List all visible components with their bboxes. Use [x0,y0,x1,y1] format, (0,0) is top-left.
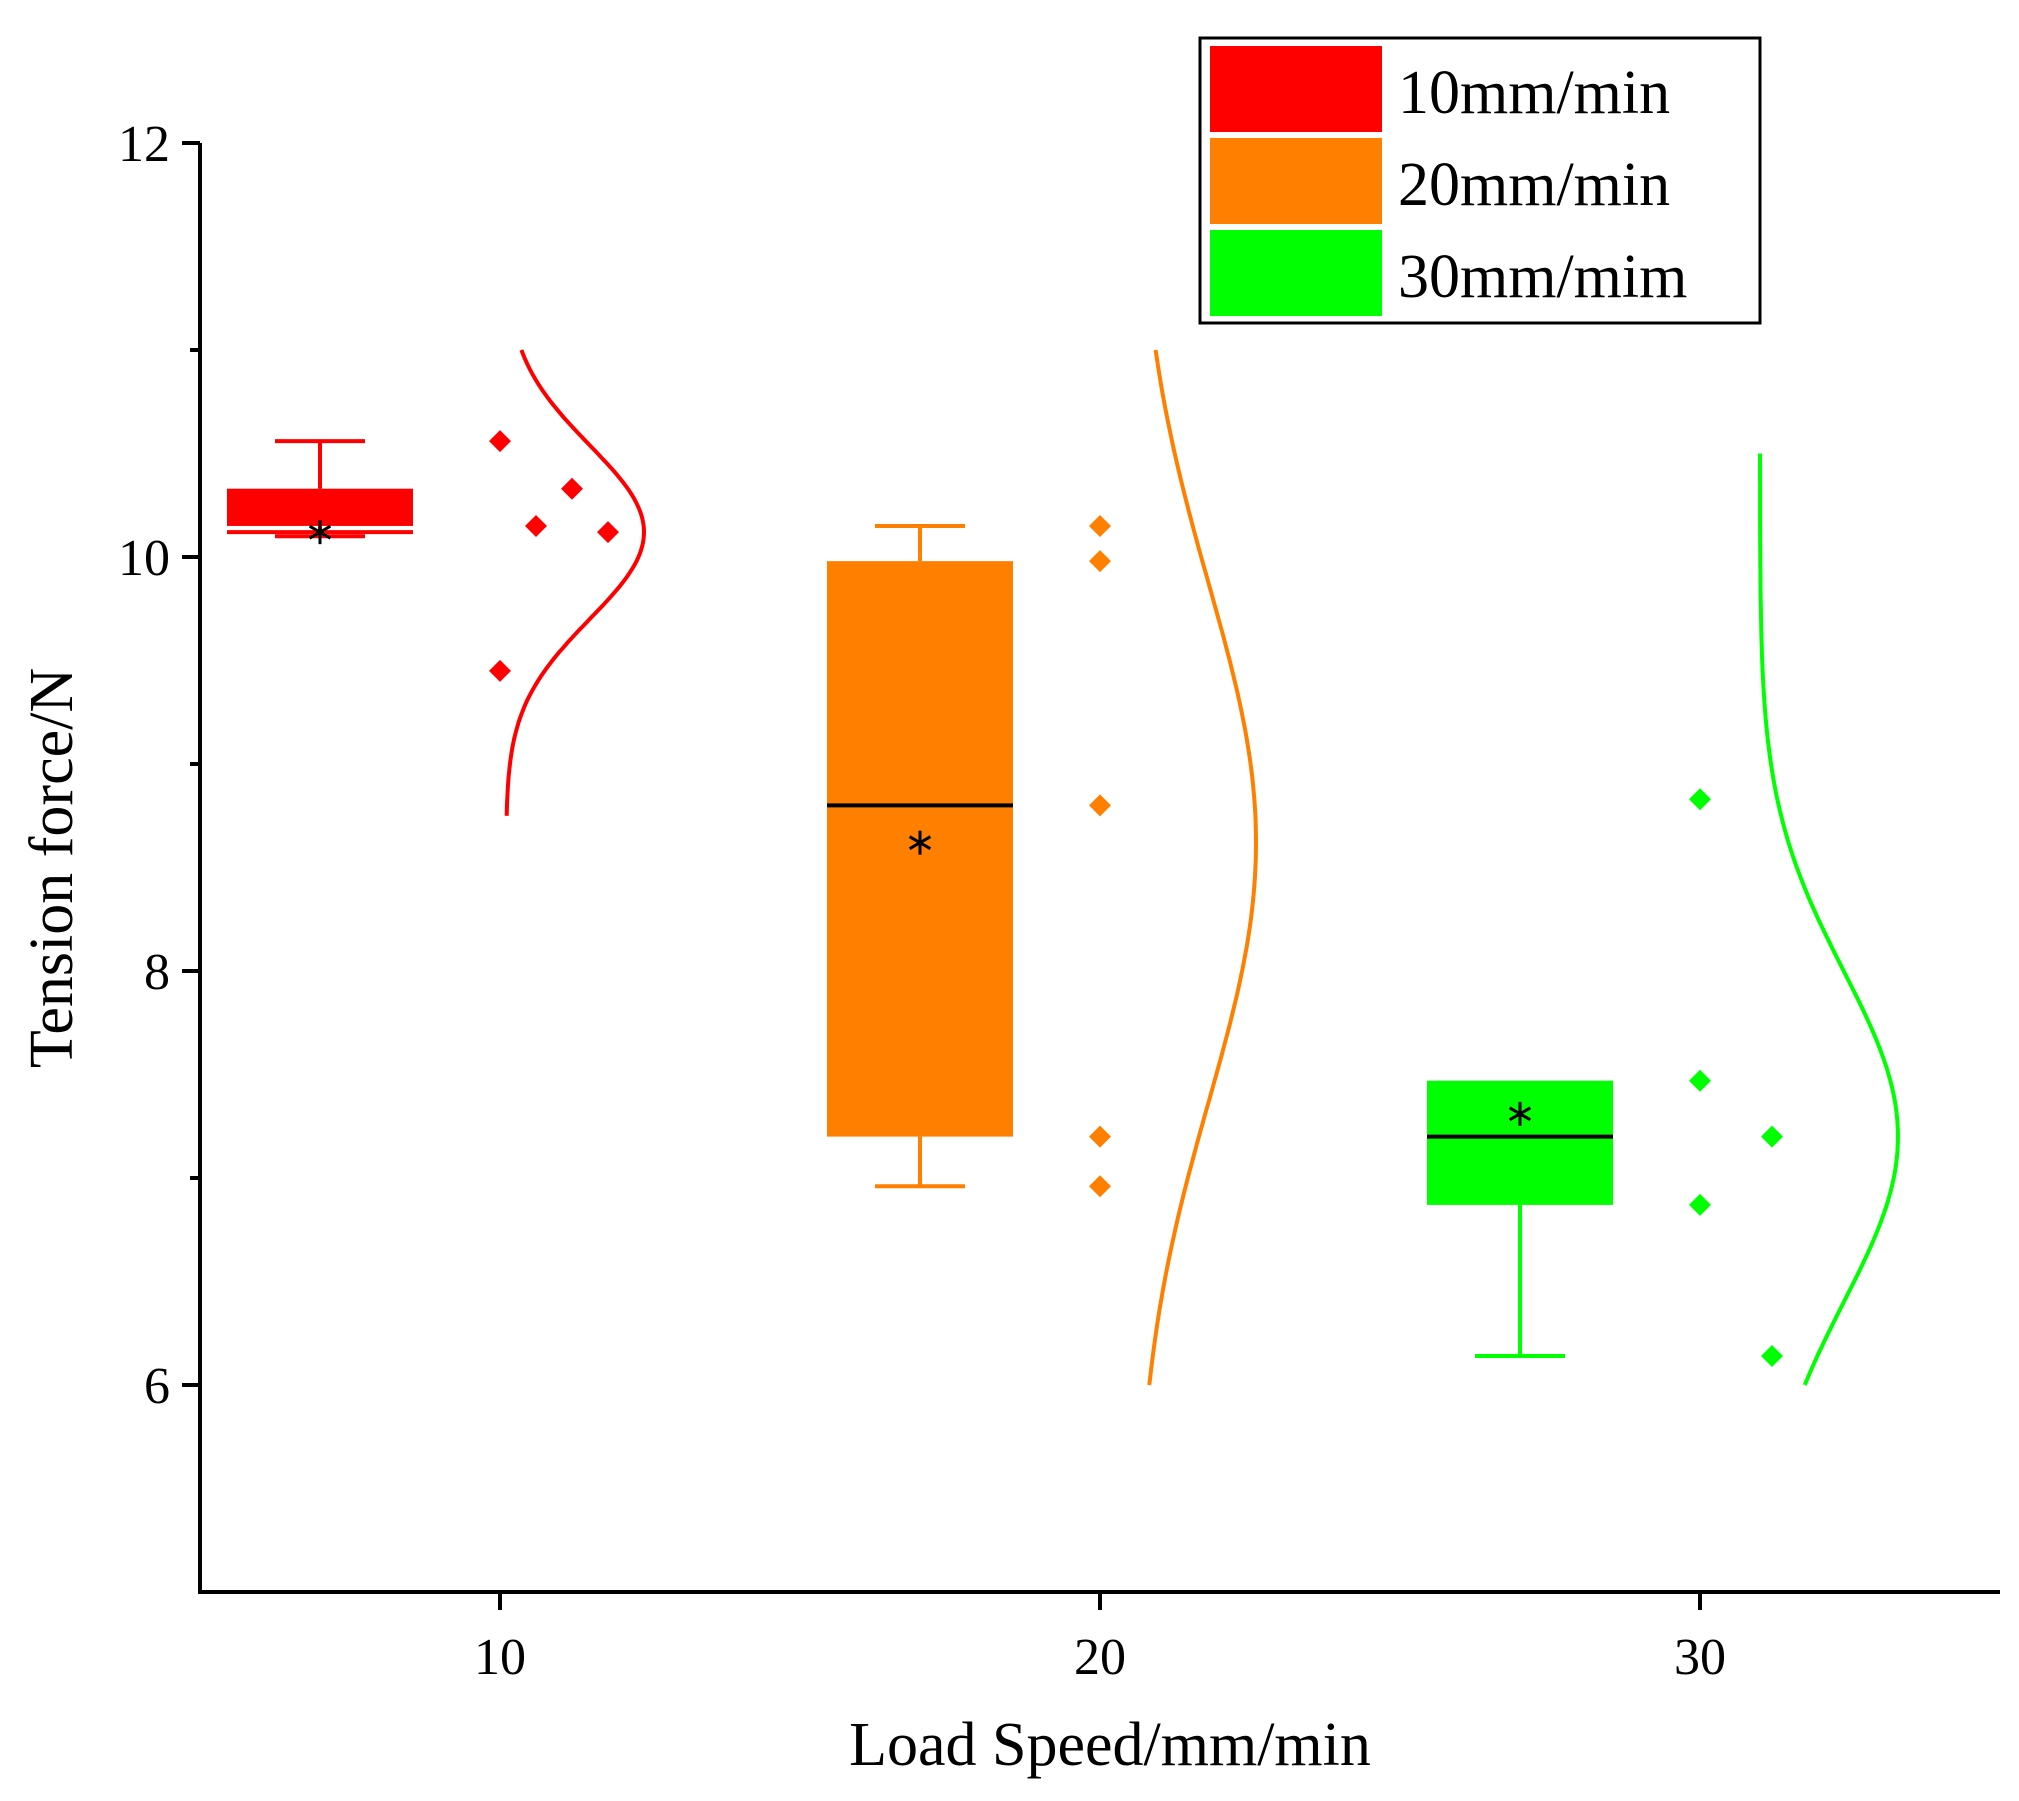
mean-marker [1508,1101,1532,1126]
data-point [1761,1125,1783,1148]
data-point [1089,1125,1111,1148]
data-point [1689,1069,1711,1092]
series-3 [1427,453,1901,1386]
mean-marker-stroke [308,524,332,540]
mean-marker [908,830,932,855]
distribution-curve [1147,349,1259,1386]
box [227,488,413,526]
y-ticks: 6 8 10 12 [118,116,200,1415]
box [1427,1080,1613,1205]
x-tick-label-30: 30 [1674,1629,1726,1686]
legend-label-30: 30mm/mim [1398,243,1687,311]
data-point [1089,1175,1111,1198]
y-tick-label-12: 12 [118,116,170,173]
series-2 [827,349,1259,1386]
x-tick-label-20: 20 [1074,1629,1126,1686]
x-ticks: 10 20 30 [474,1592,1726,1686]
legend-label-10: 10mm/min [1398,59,1670,127]
legend-swatch-30 [1210,230,1382,316]
legend-swatch-20 [1210,138,1382,224]
series-1 [227,349,647,816]
data-point [1089,794,1111,817]
data-point [561,477,583,500]
y-tick-label-10: 10 [118,530,170,587]
x-axis-label: Load Speed/mm/min [849,1711,1371,1779]
legend-swatch-10 [1210,46,1382,132]
data-point [525,514,547,537]
distribution-curve [1758,453,1901,1386]
plot-content [227,349,1901,1386]
y-axis-label: Tension force/N [18,668,86,1068]
data-point [1761,1345,1783,1368]
data-point [489,430,511,453]
x-tick-label-10: 10 [474,1629,526,1686]
distribution-curve [504,349,647,816]
data-point [1089,550,1111,573]
y-tick-label-6: 6 [144,1358,170,1415]
data-point [1089,514,1111,537]
data-point [1689,1193,1711,1216]
data-point [597,521,619,544]
legend-label-20: 20mm/min [1398,151,1670,219]
mean-marker [308,520,332,545]
y-tick-label-8: 8 [144,944,170,1001]
legend: 10mm/min 20mm/min 30mm/mim [1198,36,1762,325]
data-point [489,659,511,682]
mean-marker-stroke [1508,1106,1532,1122]
data-point [1689,788,1711,811]
mean-marker-stroke [908,835,932,850]
